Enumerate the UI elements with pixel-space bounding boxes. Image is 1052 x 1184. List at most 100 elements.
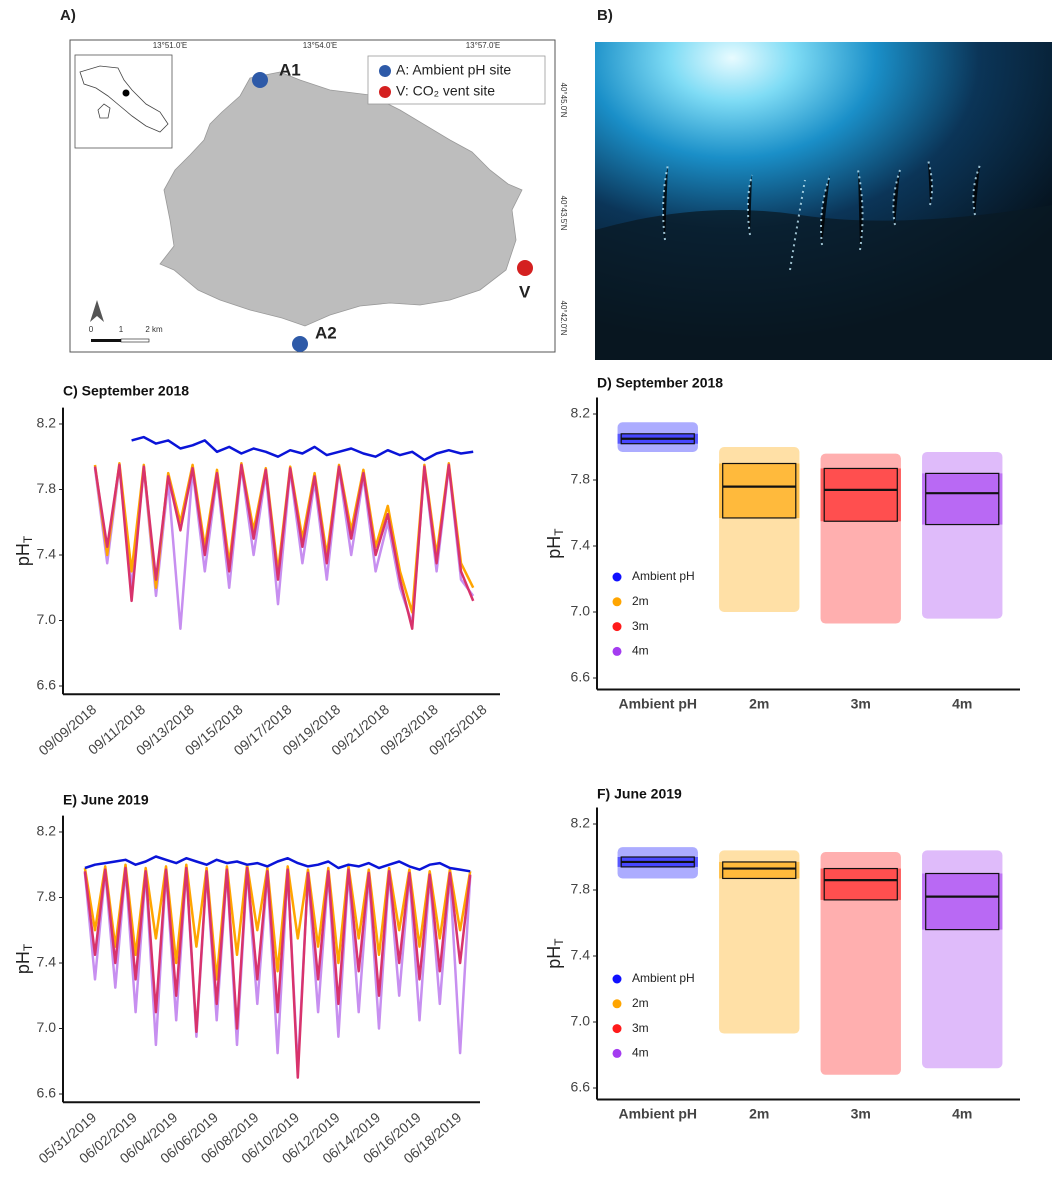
- y-tick-label: 6.6: [571, 1079, 591, 1095]
- site-marker: [292, 336, 308, 352]
- scale-label: 0: [89, 325, 94, 334]
- y-tick-label: 6.6: [37, 1085, 57, 1101]
- y-axis-label-subscript: T: [552, 938, 566, 946]
- y-tick-label: 8.2: [37, 823, 57, 839]
- legend-marker: [612, 646, 622, 656]
- box: [823, 867, 898, 901]
- jitter-core: [820, 868, 901, 900]
- y-axis-label: pHT: [13, 535, 35, 566]
- legend-marker: [612, 999, 622, 1009]
- y-tick-label: 7.0: [37, 611, 57, 627]
- y-axis-label: pHT: [544, 528, 566, 559]
- box: [823, 467, 898, 522]
- y-axis-label-main: pH: [13, 543, 33, 566]
- legend-label: V: CO₂ vent site: [396, 83, 495, 99]
- seafloor: [595, 205, 1052, 360]
- jitter-core: [922, 473, 1003, 525]
- y-tick-label: 8.2: [571, 815, 591, 831]
- legend-label: 3m: [632, 1021, 649, 1035]
- y-tick-label: 7.8: [37, 480, 57, 496]
- chart-title: C) September 2018: [63, 383, 189, 399]
- x-tick-label: 4m: [952, 695, 972, 711]
- box: [925, 872, 1000, 931]
- x-tick-label: 2m: [749, 695, 769, 711]
- site-label: V: [519, 282, 531, 301]
- x-tick-label: 3m: [851, 695, 871, 711]
- series-line: [83, 863, 472, 981]
- map-legend: [367, 55, 546, 105]
- y-tick-label: 7.8: [571, 881, 591, 897]
- legend-marker: [379, 86, 391, 98]
- y-tick-label: 7.0: [37, 1019, 57, 1035]
- site-label: A1: [279, 60, 301, 79]
- jitter-core: [719, 861, 800, 879]
- coordinate-label: 13°57.0'E: [466, 41, 501, 50]
- legend-label: Ambient pH: [632, 569, 695, 583]
- x-tick-label: 4m: [952, 1105, 972, 1121]
- legend-marker: [612, 597, 622, 607]
- y-tick-label: 8.2: [37, 415, 57, 431]
- inset-coast: [79, 65, 169, 133]
- panel-label: B): [597, 7, 613, 24]
- series-line: [83, 866, 472, 1079]
- y-axis-label: pHT: [13, 943, 35, 974]
- legend-label: 4m: [632, 644, 649, 658]
- legend-marker: [379, 65, 391, 77]
- x-tick-label: Ambient pH: [618, 695, 697, 711]
- legend-label: 3m: [632, 619, 649, 633]
- chart-title: E) June 2019: [63, 792, 149, 808]
- y-tick-label: 7.4: [571, 537, 591, 553]
- y-axis-label-main: pH: [544, 946, 564, 969]
- y-tick-label: 7.0: [571, 603, 591, 619]
- coordinate-label: 40°42.0'N: [559, 301, 568, 336]
- legend-label: Ambient pH: [632, 971, 695, 985]
- box: [925, 472, 1000, 526]
- panel-label: A): [60, 7, 76, 24]
- y-tick-label: 7.8: [571, 471, 591, 487]
- map: A1 A2 V A: Ambient pH site V: CO₂ vent s…: [69, 39, 568, 353]
- y-tick-label: 7.4: [571, 947, 591, 963]
- x-tick-label: Ambient pH: [618, 1105, 697, 1121]
- y-tick-label: 8.2: [571, 405, 591, 421]
- chart-title: D) September 2018: [597, 375, 723, 391]
- series-line: [84, 855, 471, 873]
- bubble-streams: [662, 159, 981, 271]
- y-tick-label: 7.4: [37, 954, 57, 970]
- legend-marker: [612, 1024, 622, 1034]
- y-axis-label-subscript: T: [21, 535, 35, 543]
- jitter-range: [820, 852, 901, 1075]
- island: [159, 71, 523, 327]
- site-marker: [517, 260, 533, 276]
- north-arrow: [90, 300, 104, 322]
- x-tick-label: 3m: [851, 1105, 871, 1121]
- jitter-core: [820, 468, 901, 522]
- y-tick-label: 7.0: [571, 1013, 591, 1029]
- scale-bar: [120, 338, 150, 343]
- jitter-core: [922, 873, 1003, 930]
- coordinate-label: 40°45.0'N: [559, 83, 568, 118]
- box: [722, 462, 797, 519]
- y-tick-label: 6.6: [37, 677, 57, 693]
- inset-location: [122, 89, 130, 97]
- legend-marker: [612, 1048, 622, 1058]
- y-tick-label: 7.4: [37, 546, 57, 562]
- scale-label: 2 km: [145, 325, 163, 334]
- legend-label: 4m: [632, 1046, 649, 1060]
- jitter-range: [719, 850, 800, 1034]
- legend-marker: [612, 572, 622, 582]
- legend-label: 2m: [632, 594, 649, 608]
- site-label: A2: [315, 323, 337, 342]
- series-line: [131, 435, 474, 462]
- x-tick-label: 2m: [749, 1105, 769, 1121]
- y-axis-label: pHT: [544, 938, 566, 969]
- legend-label: A: Ambient pH site: [396, 62, 511, 78]
- jitter-core: [719, 463, 800, 518]
- box: [722, 861, 797, 880]
- legend-label: 2m: [632, 996, 649, 1010]
- y-axis-label-main: pH: [13, 951, 33, 974]
- series-line: [93, 463, 475, 630]
- site-marker: [252, 72, 268, 88]
- y-tick-label: 7.8: [37, 888, 57, 904]
- legend-marker: [612, 974, 622, 984]
